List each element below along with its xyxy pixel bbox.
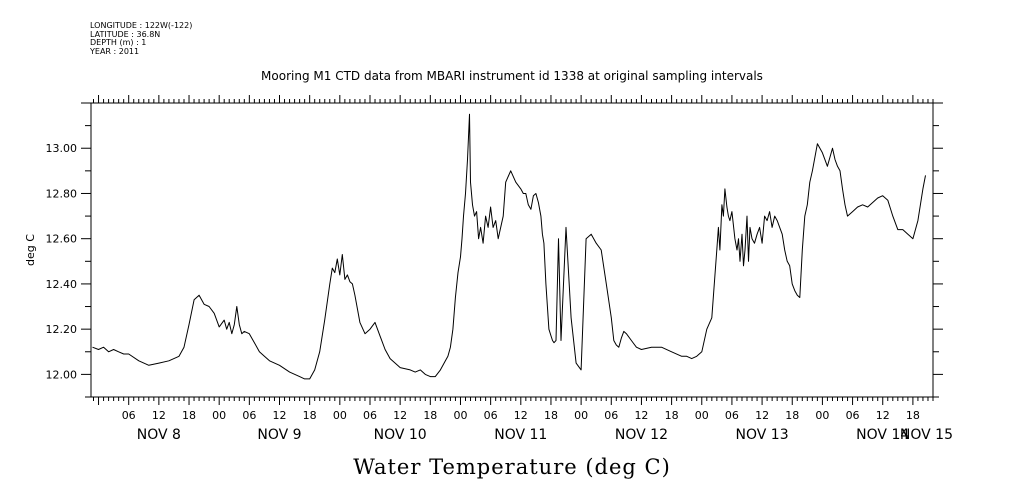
y-tick-label: 12.00: [46, 368, 78, 381]
x-tick-label: 06: [846, 409, 860, 422]
x-tick-label: 06: [725, 409, 739, 422]
y-axis-label: deg C: [24, 234, 37, 266]
x-tick-label: 06: [484, 409, 498, 422]
y-tick-label: 13.00: [46, 142, 78, 155]
x-tick-label: 00: [212, 409, 226, 422]
x-tick-label: 18: [182, 409, 196, 422]
x-tick-label: 12: [876, 409, 890, 422]
x-tick-label: 12: [273, 409, 287, 422]
x-tick-label: 12: [514, 409, 528, 422]
day-label: NOV 13: [736, 427, 789, 443]
day-label: NOV 8: [137, 427, 181, 443]
depth-text: DEPTH (m) : 1: [90, 38, 147, 47]
x-tick-label: 00: [574, 409, 588, 422]
x-tick-label: 12: [152, 409, 166, 422]
x-tick-label: 18: [303, 409, 317, 422]
x-tick-label: 18: [423, 409, 437, 422]
x-tick-label: 12: [755, 409, 769, 422]
y-tick-label: 12.40: [46, 278, 78, 291]
x-tick-label: 00: [695, 409, 709, 422]
day-label: NOV 12: [615, 427, 668, 443]
longitude-text: LONGITUDE : 122W(-122): [90, 21, 193, 30]
axis-tick-labels: 06 12 18 00 06 12 18 00 06 12 18 00 06 12 18 00 06 12 18 00…: [46, 142, 954, 443]
metadata-block: LONGITUDE : 122W(-122) LATITUDE : 36.8N …: [90, 21, 193, 56]
day-label: NOV 14: [856, 427, 909, 443]
x-tick-label: 12: [393, 409, 407, 422]
day-label: NOV 10: [374, 427, 427, 443]
x-tick-label: 18: [906, 409, 920, 422]
x-tick-label: 06: [604, 409, 618, 422]
year-text: YEAR : 2011: [90, 46, 140, 56]
x-tick-label: 00: [815, 409, 829, 422]
x-tick-label: 00: [333, 409, 347, 422]
y-tick-label: 12.20: [46, 323, 78, 336]
x-tick-label: 06: [242, 409, 256, 422]
day-label: NOV 15: [900, 427, 953, 443]
day-label: NOV 9: [257, 427, 301, 443]
axis-ticks: [81, 95, 943, 405]
x-axis-label: Water Temperature (deg C): [353, 455, 671, 479]
x-tick-label: 18: [665, 409, 679, 422]
x-tick-label: 06: [363, 409, 377, 422]
y-tick-label: 12.60: [46, 233, 78, 246]
x-tick-label: 12: [634, 409, 648, 422]
x-tick-label: 18: [544, 409, 558, 422]
y-tick-label: 12.80: [46, 187, 78, 200]
x-tick-label: 00: [453, 409, 467, 422]
series-layer: [92, 113, 926, 380]
chart-title: Mooring M1 CTD data from MBARI instrumen…: [261, 69, 763, 83]
series-line: [92, 113, 926, 380]
x-tick-label: 06: [122, 409, 136, 422]
plot-frame: [90, 102, 934, 398]
latitude-text: LATITUDE : 36.8N: [90, 29, 161, 39]
x-tick-label: 18: [785, 409, 799, 422]
day-label: NOV 11: [494, 427, 547, 443]
